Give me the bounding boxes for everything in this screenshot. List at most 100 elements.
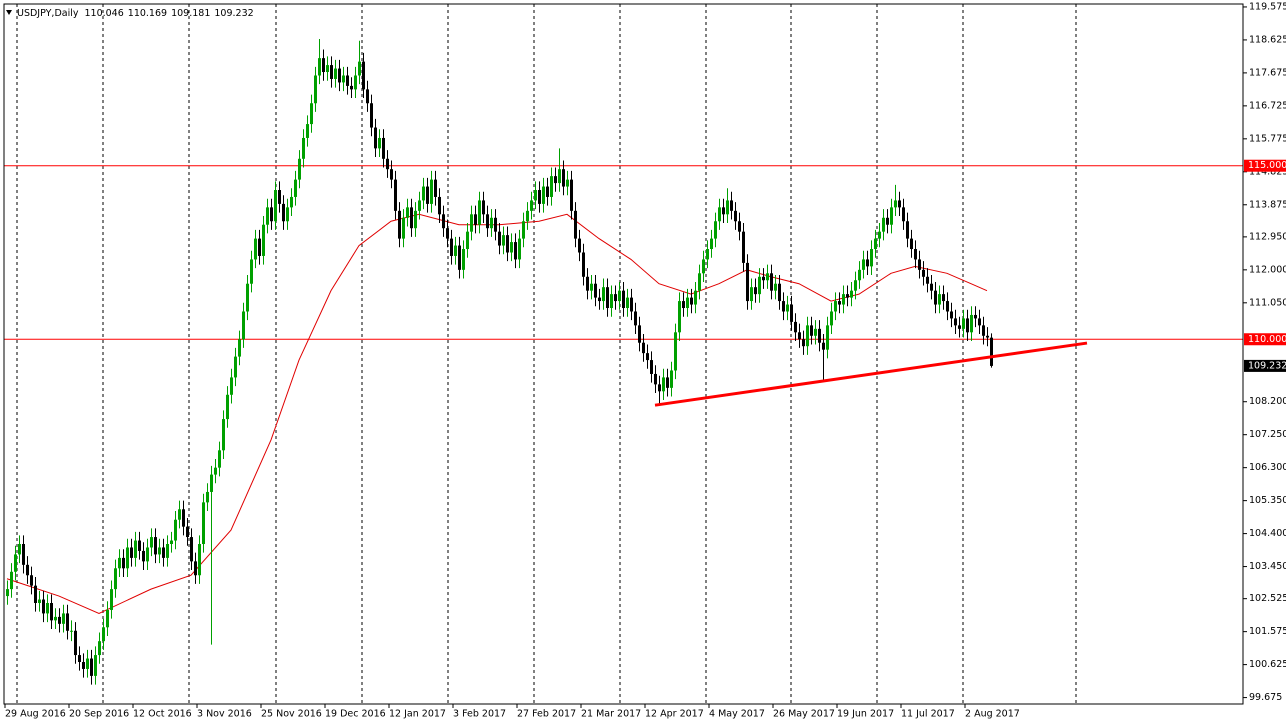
candle-body bbox=[30, 575, 33, 586]
candle-body bbox=[918, 259, 921, 270]
candle-body bbox=[982, 325, 985, 336]
candle-body bbox=[686, 297, 689, 309]
candle-body bbox=[194, 561, 197, 576]
candle-body bbox=[214, 467, 217, 475]
candle-body bbox=[590, 283, 593, 291]
candle-body bbox=[66, 613, 69, 631]
candle-body bbox=[842, 294, 845, 305]
axes: 119.575 118.625 117.675 116.725 115.775 114.8… bbox=[4, 1, 1286, 720]
candle-body bbox=[314, 75, 317, 104]
candle-body bbox=[366, 89, 369, 104]
candle-body bbox=[382, 137, 385, 159]
candle-body bbox=[154, 537, 157, 555]
open-value: 110.046 bbox=[84, 8, 123, 19]
candle-body bbox=[506, 235, 509, 253]
close-value: 109.232 bbox=[214, 8, 253, 19]
candle-body bbox=[654, 373, 657, 385]
x-tick-label: 25 Nov 2016 bbox=[261, 709, 322, 720]
candle-body bbox=[462, 249, 465, 270]
candle-body bbox=[438, 196, 441, 215]
candle-body bbox=[122, 557, 125, 569]
candle-body bbox=[854, 280, 857, 291]
low-value: 109.181 bbox=[171, 8, 210, 19]
y-tick-label: 118.625 bbox=[1249, 34, 1286, 45]
candle-body bbox=[222, 419, 225, 451]
candle-body bbox=[826, 325, 829, 350]
candle-body bbox=[50, 603, 53, 621]
candle-body bbox=[750, 287, 753, 302]
candle-body bbox=[946, 301, 949, 312]
x-tick-label: 21 Mar 2017 bbox=[581, 709, 641, 720]
candle-body bbox=[234, 356, 237, 378]
y-tick-label: 119.575 bbox=[1249, 1, 1286, 12]
candle-body bbox=[410, 207, 413, 229]
candle-body bbox=[290, 196, 293, 208]
high-value: 110.169 bbox=[128, 8, 167, 19]
candle-body bbox=[582, 252, 585, 277]
y-tick-label: 115.775 bbox=[1249, 133, 1286, 144]
candle-body bbox=[522, 221, 525, 239]
candle-body bbox=[890, 207, 893, 225]
candle-body bbox=[142, 550, 145, 562]
candle-body bbox=[146, 547, 149, 562]
candle-body bbox=[638, 325, 641, 343]
candle-body bbox=[54, 616, 57, 621]
candle-body bbox=[186, 526, 189, 538]
candle-body bbox=[806, 325, 809, 347]
candle-body bbox=[294, 179, 297, 197]
candle-body bbox=[342, 75, 345, 83]
candle-body bbox=[286, 207, 289, 222]
candle-body bbox=[46, 603, 49, 614]
candle-body bbox=[322, 58, 325, 73]
candle-body bbox=[458, 245, 461, 270]
candle-body bbox=[266, 207, 269, 225]
candle-body bbox=[450, 238, 453, 256]
candle-body bbox=[390, 169, 393, 180]
candle-body bbox=[430, 179, 433, 204]
candle-body bbox=[914, 249, 917, 260]
candle-body bbox=[310, 103, 313, 125]
candle-body bbox=[446, 228, 449, 239]
y-tick-label: 102.525 bbox=[1249, 593, 1286, 604]
candle-body bbox=[558, 169, 561, 184]
y-tick-label: 108.200 bbox=[1249, 396, 1286, 407]
candle-body bbox=[926, 276, 929, 284]
candle-body bbox=[182, 509, 185, 527]
candle-body bbox=[658, 384, 661, 392]
candle-body bbox=[258, 238, 261, 256]
candle-body bbox=[262, 224, 265, 256]
candle-body bbox=[126, 547, 129, 569]
levels bbox=[4, 165, 1243, 340]
candle-body bbox=[542, 186, 545, 204]
candle-body bbox=[486, 214, 489, 229]
candle-body bbox=[174, 519, 177, 541]
candle-body bbox=[358, 61, 361, 76]
candle-body bbox=[150, 537, 153, 548]
candle-body bbox=[554, 176, 557, 184]
candle-body bbox=[622, 290, 625, 309]
candle-body bbox=[862, 259, 865, 270]
candle-body bbox=[198, 544, 201, 576]
candle-body bbox=[866, 259, 869, 267]
candle-body bbox=[626, 297, 629, 309]
y-tick-label: 99.675 bbox=[1249, 692, 1282, 703]
candle-body bbox=[270, 207, 273, 222]
y-tick-label: 112.950 bbox=[1249, 231, 1286, 242]
candle-body bbox=[394, 179, 397, 211]
menu-arrow[interactable] bbox=[6, 10, 12, 15]
candle-body bbox=[702, 259, 705, 274]
candle-body bbox=[974, 314, 977, 319]
moving-average bbox=[6, 213, 988, 614]
candle-body bbox=[894, 200, 897, 208]
candle-body bbox=[418, 200, 421, 211]
candle-body bbox=[546, 186, 549, 197]
candle-body bbox=[470, 214, 473, 232]
candle-body bbox=[650, 360, 653, 374]
level-label-box bbox=[1244, 159, 1286, 172]
candle-body bbox=[538, 190, 541, 204]
candle-body bbox=[746, 262, 749, 302]
candle-body bbox=[338, 68, 341, 83]
x-tick-label: 29 Aug 2016 bbox=[5, 709, 66, 720]
last-price-label: 109.232 bbox=[1248, 360, 1286, 371]
